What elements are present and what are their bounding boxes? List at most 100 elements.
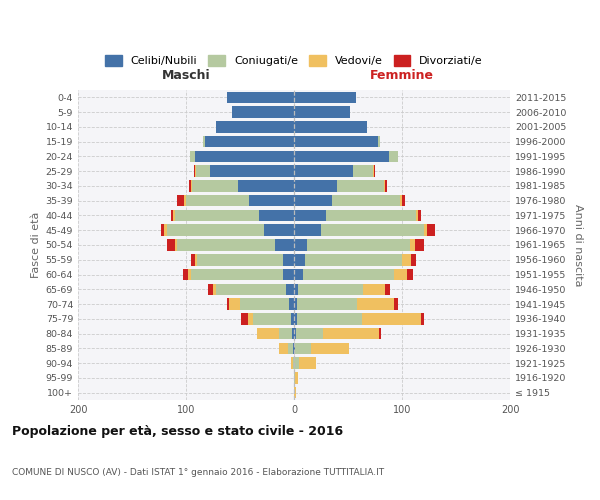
Bar	[385, 180, 387, 192]
Bar	[190, 150, 194, 162]
Bar	[248, 195, 294, 206]
Bar	[227, 92, 294, 103]
Bar	[294, 180, 337, 192]
Bar	[294, 298, 297, 310]
Bar	[259, 210, 294, 221]
Bar	[205, 136, 294, 147]
Bar	[189, 180, 191, 192]
Bar	[253, 313, 291, 324]
Bar	[171, 210, 173, 221]
Bar	[298, 284, 363, 295]
Bar	[208, 284, 213, 295]
Bar	[410, 239, 415, 251]
Y-axis label: Fasce di età: Fasce di età	[31, 212, 41, 278]
Bar	[294, 284, 298, 295]
Bar	[410, 254, 416, 266]
Bar	[289, 298, 294, 310]
Bar	[374, 166, 375, 177]
Bar	[216, 284, 286, 295]
Bar	[295, 372, 298, 384]
Bar	[421, 313, 424, 324]
Bar	[294, 166, 353, 177]
Bar	[229, 298, 240, 310]
Bar	[385, 284, 390, 295]
Bar	[203, 136, 205, 147]
Text: Maschi: Maschi	[161, 69, 211, 82]
Bar	[194, 254, 197, 266]
Bar	[311, 342, 349, 354]
Bar	[161, 224, 164, 236]
Bar	[178, 239, 275, 251]
Bar	[294, 136, 378, 147]
Bar	[196, 166, 210, 177]
Bar	[227, 298, 229, 310]
Bar	[362, 313, 421, 324]
Bar	[294, 121, 367, 132]
Bar	[173, 210, 175, 221]
Bar	[287, 342, 293, 354]
Bar	[275, 239, 294, 251]
Bar	[210, 166, 294, 177]
Bar	[286, 284, 294, 295]
Bar	[279, 328, 292, 340]
Bar	[283, 254, 294, 266]
Bar	[294, 239, 307, 251]
Bar	[297, 313, 362, 324]
Bar	[424, 224, 427, 236]
Bar	[241, 313, 248, 324]
Bar	[389, 150, 398, 162]
Bar	[188, 269, 191, 280]
Bar	[416, 210, 418, 221]
Bar	[294, 210, 326, 221]
Bar	[297, 298, 356, 310]
Bar	[415, 239, 424, 251]
Text: Popolazione per età, sesso e stato civile - 2016: Popolazione per età, sesso e stato civil…	[12, 425, 343, 438]
Bar	[291, 313, 294, 324]
Bar	[279, 342, 287, 354]
Bar	[299, 358, 316, 369]
Bar	[232, 106, 294, 118]
Bar	[337, 180, 383, 192]
Bar	[191, 269, 283, 280]
Bar	[394, 269, 407, 280]
Bar	[257, 328, 279, 340]
Bar	[183, 269, 188, 280]
Bar	[264, 224, 294, 236]
Bar	[294, 342, 295, 354]
Bar	[394, 298, 398, 310]
Bar	[295, 342, 311, 354]
Bar	[383, 180, 385, 192]
Bar	[248, 313, 253, 324]
Bar	[427, 224, 436, 236]
Bar	[378, 136, 380, 147]
Bar	[191, 254, 194, 266]
Bar	[164, 224, 167, 236]
Bar	[216, 121, 294, 132]
Bar	[240, 298, 289, 310]
Bar	[294, 254, 305, 266]
Bar	[296, 328, 323, 340]
Bar	[294, 269, 302, 280]
Bar	[186, 195, 248, 206]
Bar	[332, 195, 400, 206]
Bar	[307, 239, 410, 251]
Bar	[294, 387, 296, 398]
Bar	[294, 195, 332, 206]
Bar	[323, 328, 379, 340]
Bar	[305, 254, 402, 266]
Bar	[191, 180, 193, 192]
Bar	[178, 195, 184, 206]
Legend: Celibi/Nubili, Coniugati/e, Vedovi/e, Divorziati/e: Celibi/Nubili, Coniugati/e, Vedovi/e, Di…	[105, 56, 483, 66]
Bar	[238, 180, 294, 192]
Bar	[294, 92, 356, 103]
Bar	[175, 239, 178, 251]
Bar	[321, 224, 424, 236]
Bar	[373, 166, 374, 177]
Bar	[379, 328, 382, 340]
Bar	[353, 166, 373, 177]
Bar	[193, 180, 238, 192]
Bar	[167, 224, 264, 236]
Bar	[294, 313, 297, 324]
Bar	[213, 284, 216, 295]
Bar	[292, 328, 294, 340]
